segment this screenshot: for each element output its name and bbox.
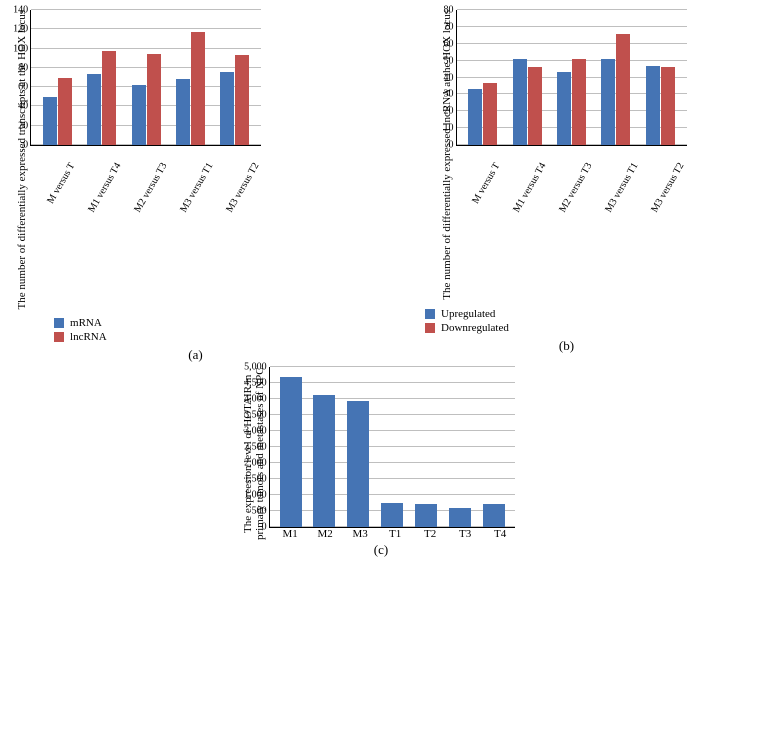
- ytick-label: 2,500: [244, 442, 270, 453]
- xtick-label: T3: [448, 528, 483, 540]
- ytick-label: 100: [13, 43, 31, 54]
- bar: [616, 34, 630, 145]
- xtick-label: M3 versus T2: [221, 161, 261, 218]
- bar: [572, 59, 586, 145]
- chart-b-caption: (b): [559, 338, 574, 354]
- bar: [661, 67, 675, 145]
- ytick-label: 140: [13, 5, 31, 16]
- legend-swatch: [54, 318, 64, 328]
- xtick-label: M2 versus T3: [555, 161, 595, 218]
- bar: [58, 78, 72, 146]
- bar: [483, 83, 497, 145]
- ytick-label: 500: [252, 506, 270, 517]
- chart-c-plot: 05001,0001,5002,0002,5003,0003,5004,0004…: [269, 367, 515, 528]
- bar: [176, 79, 190, 145]
- bar: [483, 504, 505, 527]
- chart-b-xaxis: M versus TM1 versus T4M2 versus T3M3 ver…: [456, 146, 694, 220]
- bar: [528, 67, 542, 145]
- chart-a-caption: (a): [188, 347, 202, 363]
- bar: [646, 66, 660, 145]
- ytick-label: 60: [444, 38, 457, 49]
- legend-label: lncRNA: [70, 331, 107, 343]
- ytick-label: 5,000: [244, 362, 270, 373]
- chart-a-ylabel: The number of differentially expressed t…: [14, 10, 30, 309]
- ytick-label: 1,000: [244, 490, 270, 501]
- legend-label: Upregulated: [441, 308, 495, 320]
- ytick-label: 4,000: [244, 394, 270, 405]
- chart-b-ylabel: The number of differentially expressed l…: [439, 10, 455, 300]
- legend-label: Downregulated: [441, 322, 509, 334]
- xtick-label: M1 versus T4: [83, 161, 123, 218]
- xtick-label: M1 versus T4: [509, 161, 549, 218]
- ytick-label: 2,000: [244, 458, 270, 469]
- chart-a-legend: mRNA lncRNA: [54, 315, 107, 345]
- chart-b-plot: 01020304050607080: [456, 10, 687, 146]
- bar: [313, 395, 335, 528]
- legend-swatch: [425, 309, 435, 319]
- bar: [415, 504, 437, 527]
- bar: [235, 55, 249, 145]
- xtick-label: M2 versus T3: [129, 161, 169, 218]
- xtick-label: M3 versus T1: [175, 161, 215, 218]
- ytick-label: 4,500: [244, 378, 270, 389]
- ytick-label: 3,000: [244, 426, 270, 437]
- ytick-label: 1,500: [244, 474, 270, 485]
- chart-c: The expreesion level of HOTAIR in primar…: [180, 367, 582, 558]
- chart-a: The number of differentially expressed t…: [14, 10, 377, 363]
- ytick-label: 30: [444, 89, 457, 100]
- ytick-label: 20: [18, 120, 31, 131]
- legend-label: mRNA: [70, 317, 102, 329]
- bar: [449, 508, 471, 527]
- bar: [220, 72, 234, 145]
- bar: [87, 74, 101, 145]
- xtick-label: T2: [413, 528, 448, 540]
- bar: [191, 32, 205, 145]
- xtick-label: M3: [343, 528, 378, 540]
- chart-c-xaxis: M1M2M3T1T2T3T4: [269, 528, 522, 540]
- ytick-label: 70: [444, 21, 457, 32]
- bar: [347, 401, 369, 527]
- ytick-label: 0: [23, 140, 31, 151]
- ytick-label: 80: [444, 5, 457, 16]
- xtick-label: M3 versus T2: [647, 161, 687, 218]
- bar: [468, 89, 482, 145]
- ytick-label: 60: [18, 82, 31, 93]
- ytick-label: 80: [18, 62, 31, 73]
- bar: [147, 54, 161, 145]
- bar: [381, 503, 403, 527]
- legend-swatch: [54, 332, 64, 342]
- chart-a-plot: 020406080100120140: [30, 10, 261, 146]
- xtick-label: M versus T: [37, 161, 77, 218]
- chart-c-caption: (c): [374, 542, 388, 558]
- legend-swatch: [425, 323, 435, 333]
- xtick-label: T1: [378, 528, 413, 540]
- bar: [513, 59, 527, 145]
- ytick-label: 40: [18, 101, 31, 112]
- chart-b: The number of differentially expressed l…: [385, 10, 748, 363]
- xtick-label: M3 versus T1: [601, 161, 641, 218]
- chart-a-xaxis: M versus TM1 versus T4M2 versus T3M3 ver…: [30, 146, 268, 220]
- ytick-label: 40: [444, 72, 457, 83]
- bar: [132, 85, 146, 145]
- ytick-label: 20: [444, 106, 457, 117]
- bar: [43, 97, 57, 145]
- bar: [102, 51, 116, 145]
- ytick-label: 10: [444, 123, 457, 134]
- xtick-label: M2: [308, 528, 343, 540]
- xtick-label: M versus T: [463, 161, 503, 218]
- chart-b-legend: Upregulated Downregulated: [425, 306, 509, 336]
- xtick-label: M1: [273, 528, 308, 540]
- ytick-label: 3,500: [244, 410, 270, 421]
- xtick-label: T4: [483, 528, 518, 540]
- ytick-label: 120: [13, 24, 31, 35]
- ytick-label: 50: [444, 55, 457, 66]
- bar: [280, 377, 302, 527]
- ytick-label: 0: [262, 522, 270, 533]
- bar: [557, 72, 571, 145]
- bar: [601, 59, 615, 145]
- ytick-label: 0: [449, 140, 457, 151]
